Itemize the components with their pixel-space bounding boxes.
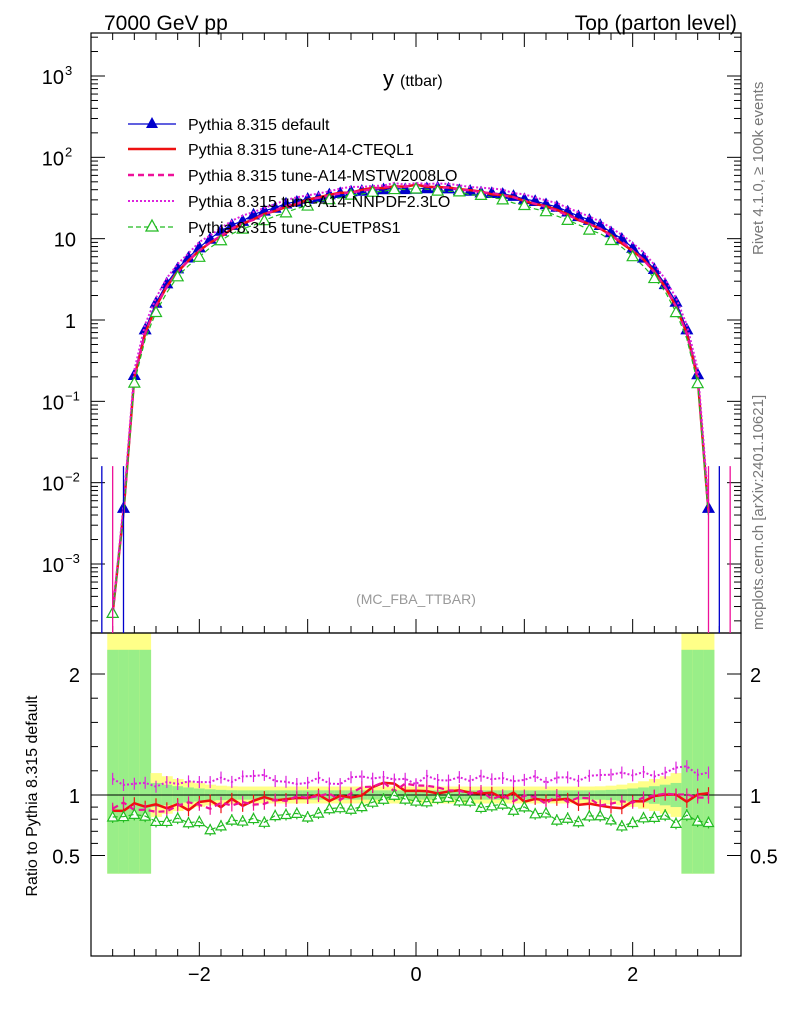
y-tick-label: 10	[42, 67, 64, 89]
plot-title-sub: (ttbar)	[400, 73, 443, 90]
marker-cuetp8s1	[452, 184, 466, 197]
ratio-marker	[204, 823, 217, 835]
ratio-marker	[225, 813, 238, 825]
legend: Pythia 8.315 default Pythia 8.315 tune-A…	[128, 117, 457, 237]
marker-cuetp8s1	[647, 271, 661, 284]
ratio-marker	[301, 810, 314, 822]
marker-cuetp8s1	[409, 181, 423, 194]
ratio-marker	[247, 812, 260, 824]
plot-title: y	[383, 66, 394, 91]
ratio-y-tick-label: 2	[69, 665, 80, 687]
y-tick-label: 1	[65, 311, 76, 333]
open-triangle-marker-icon	[144, 218, 160, 232]
ratio-series	[112, 794, 709, 831]
band-green	[128, 649, 141, 874]
marker-cuetp8s1	[366, 185, 380, 197]
y-tick-label: 10	[42, 392, 64, 414]
marker-cuetp8s1	[127, 376, 141, 388]
axis-ticks	[90, 33, 742, 956]
legend-entry-default: Pythia 8.315 default	[128, 117, 330, 134]
band-green	[692, 649, 704, 874]
marker-cuetp8s1	[149, 305, 163, 318]
y-tick-label-exponent: 3	[65, 63, 72, 78]
rivet-label: Rivet 4.1.0, ≥ 100k events	[750, 82, 767, 255]
marker-cuetp8s1	[192, 250, 206, 262]
marker-cuetp8s1	[344, 188, 358, 200]
ratio-marker	[691, 814, 704, 826]
ratio-marker	[409, 794, 423, 806]
ratio-y-tick-label-right: 2	[750, 665, 761, 687]
header-right: Top (parton level)	[575, 12, 737, 35]
y-tick-label-exponent: −2	[65, 470, 80, 485]
y-tick-label-exponent: −3	[65, 551, 80, 566]
band-green	[107, 649, 119, 874]
ratio-plot-series	[106, 760, 715, 836]
ratio-y-axis-label: Ratio to Pythia 8.315 default	[24, 695, 41, 897]
marker-cuetp8s1	[691, 376, 705, 389]
legend-label-mstw: Pythia 8.315 tune-A14-MSTW2008LO	[188, 168, 457, 185]
marker-cuetp8s1	[539, 204, 553, 217]
legend-label-cuetp8s1: Pythia 8.315 tune-CUETP8S1	[188, 220, 401, 237]
ratio-marker	[626, 816, 639, 828]
header-left: 7000 GeV pp	[104, 12, 228, 35]
ratio-series	[112, 781, 709, 813]
ratio-y-tick-label: 0.5	[52, 847, 80, 869]
marker-cuetp8s1	[387, 182, 401, 195]
y-tick-label: 10	[54, 230, 76, 252]
legend-label-cteql1: Pythia 8.315 tune-A14-CTEQL1	[188, 142, 414, 159]
main-series-mstw	[111, 184, 710, 614]
ratio-marker	[669, 817, 683, 828]
y-tick-label: 10	[42, 474, 64, 496]
marker-cuetp8s1	[582, 223, 596, 235]
marker-cuetp8s1	[322, 192, 336, 205]
y-tick-label-exponent: 2	[65, 144, 72, 159]
marker-cuetp8s1	[604, 233, 618, 246]
marker-cuetp8s1	[431, 183, 445, 196]
mcplots-label: mcplots.cern.ch [arXiv:2401.10621]	[750, 395, 767, 630]
main-series-nnpdf	[111, 181, 710, 614]
marker-cuetp8s1	[171, 269, 185, 282]
marker-cuetp8s1	[279, 205, 293, 218]
ratio-y-tick-label-right: 1	[750, 786, 761, 808]
ratio-marker	[128, 808, 141, 819]
marker-cuetp8s1	[669, 305, 683, 318]
x-tick-label: 0	[410, 964, 421, 986]
band-green	[139, 649, 152, 874]
legend-label-nnpdf: Pythia 8.315 tune-A14-NNPDF2.3LO	[188, 194, 450, 211]
ratio-series	[112, 765, 709, 788]
ratio-y-tick-label: 1	[69, 786, 80, 808]
marker-cuetp8s1	[257, 213, 271, 226]
triangle-marker-icon	[146, 117, 158, 128]
marker-cuetp8s1	[236, 221, 250, 234]
x-tick-label: −2	[188, 964, 211, 986]
legend-entry-nnpdf: Pythia 8.315 tune-A14-NNPDF2.3LO	[128, 194, 450, 211]
marker-cuetp8s1	[496, 192, 510, 205]
y-tick-label-exponent: −1	[65, 388, 80, 403]
legend-entry-cuetp8s1: Pythia 8.315 tune-CUETP8S1	[128, 218, 401, 237]
ratio-uncertainty-bands	[107, 633, 715, 874]
ratio-series	[112, 781, 709, 813]
legend-entry-mstw: Pythia 8.315 tune-A14-MSTW2008LO	[128, 168, 457, 185]
marker-cuetp8s1	[561, 213, 575, 225]
band-green	[703, 649, 715, 874]
legend-label-default: Pythia 8.315 default	[188, 117, 330, 134]
marker-cuetp8s1	[214, 233, 228, 246]
marker-cuetp8s1	[517, 198, 531, 211]
band-green	[118, 649, 130, 874]
analysis-watermark: (MC_FBA_TTBAR)	[356, 591, 476, 607]
y-tick-label: 10	[42, 148, 64, 170]
legend-entry-cteql1: Pythia 8.315 tune-A14-CTEQL1	[128, 142, 414, 159]
marker-default	[398, 182, 412, 195]
marker-cuetp8s1	[626, 249, 640, 262]
marker-cuetp8s1	[301, 198, 315, 211]
marker-cuetp8s1	[474, 188, 488, 200]
x-tick-label: 2	[627, 964, 638, 986]
y-tick-label: 10	[42, 555, 64, 577]
main-plot-series	[101, 180, 731, 633]
ratio-y-tick-label-right: 0.5	[750, 847, 778, 869]
